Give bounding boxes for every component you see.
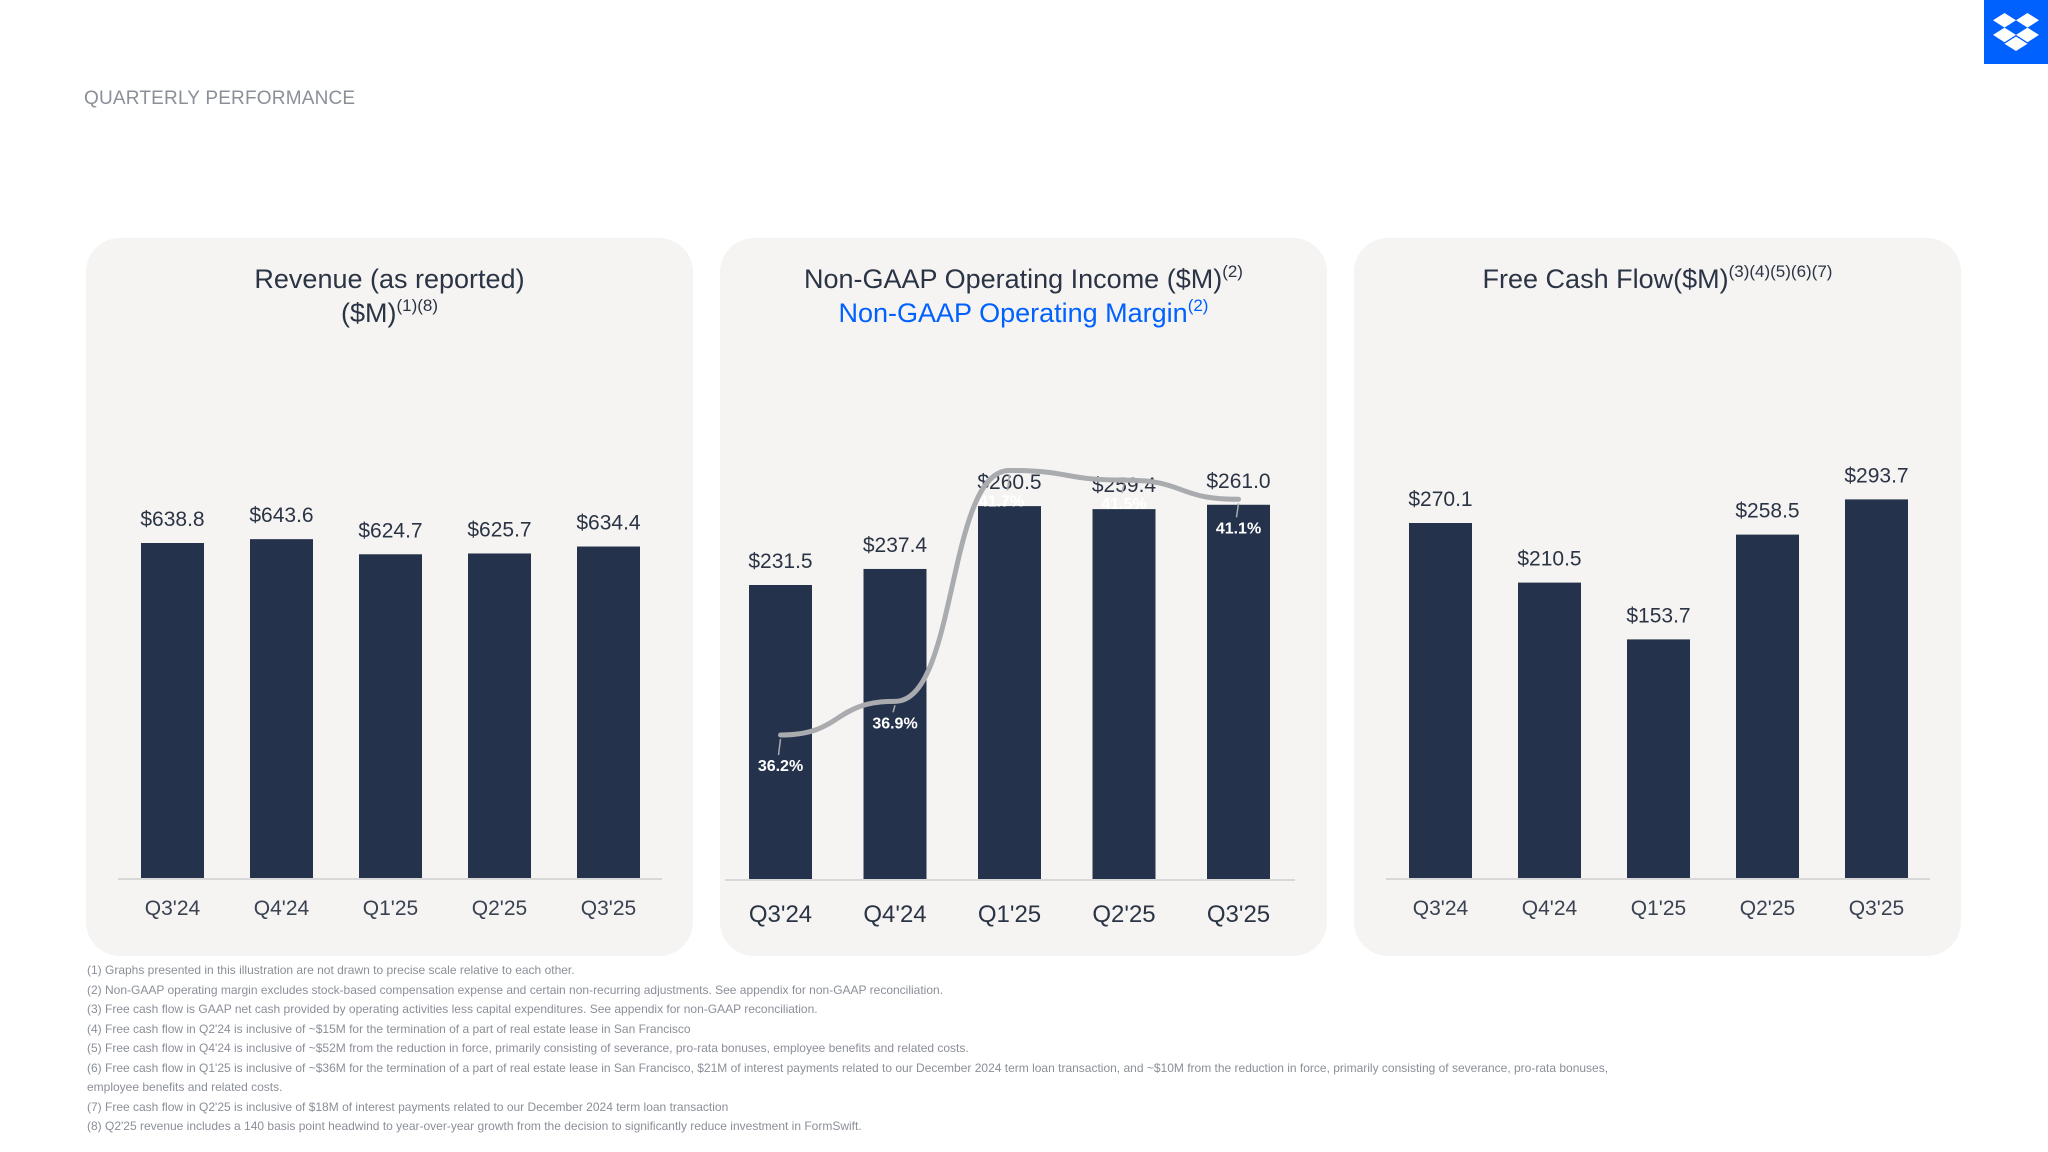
x-tick-label: Q4'24: [254, 897, 310, 920]
bar-value-label: $153.7: [1626, 604, 1690, 627]
bar: [1092, 509, 1156, 879]
dropbox-icon: [1993, 13, 2039, 51]
dropbox-logo: [1984, 0, 2048, 64]
operating-title-line1: Non-GAAP Operating Income ($M): [804, 264, 1223, 294]
margin-line: [778, 467, 1241, 738]
revenue-chart: $638.8 Q3'24 $643.6 Q4'24 $624.7 Q1'25 $625.7 Q…: [118, 504, 662, 920]
fcf-title-footnote: (3)(4)(5)(6)(7): [1728, 262, 1833, 281]
bar-value-label: $231.5: [748, 550, 812, 573]
revenue-chart-title: Revenue (as reported) ($M)(1)(8): [86, 262, 693, 330]
margin-leader-line: [892, 705, 896, 713]
x-tick-label: Q3'25: [1207, 901, 1270, 928]
margin-value-label: 41.5%: [1101, 496, 1146, 513]
margin-leader-line: [777, 738, 782, 756]
bar: [1409, 523, 1472, 878]
bar-value-label: $210.5: [1517, 548, 1581, 571]
x-tick-label: Q4'24: [1522, 897, 1578, 920]
bar-value-label: $237.4: [863, 534, 928, 557]
x-tick-label: Q1'25: [978, 901, 1041, 928]
x-tick-label: Q3'24: [145, 897, 201, 920]
bar-value-label: $634.4: [576, 512, 641, 535]
footnote: (6) Free cash flow in Q1'25 is inclusive…: [87, 1060, 1609, 1095]
bar: [1736, 534, 1799, 878]
bar: [1518, 582, 1581, 878]
bar-value-label: $625.7: [467, 518, 531, 541]
x-tick-label: Q2'25: [1740, 897, 1795, 920]
footnote: (7) Free cash flow in Q2'25 is inclusive…: [87, 1099, 729, 1114]
margin-value-label: 41.1%: [1216, 520, 1261, 537]
x-tick-label: Q4'24: [863, 901, 926, 928]
bar-value-label: $643.6: [249, 504, 313, 527]
footnote: (1) Graphs presented in this illustratio…: [87, 963, 575, 977]
bar-value-label: $624.7: [358, 519, 422, 542]
operating-income-chart: $231.5Q3'24$237.4Q4'24$260.5Q1'25$259.4Q…: [725, 467, 1295, 928]
bar-value-label: $638.8: [140, 508, 204, 531]
bar-value-label: $258.5: [1735, 500, 1799, 523]
bar-value-label: $261.0: [1206, 470, 1270, 493]
bar-value-label: $293.7: [1844, 464, 1908, 487]
revenue-title-footnote: (1)(8): [396, 296, 439, 315]
margin-value-label: 36.9%: [872, 715, 917, 732]
bar: [1207, 504, 1270, 879]
fcf-title-line1: Free Cash Flow($M): [1482, 264, 1729, 294]
operating-title-line2: Non-GAAP Operating Margin: [838, 298, 1188, 328]
operating-title-line1-footnote: (2): [1222, 262, 1243, 281]
revenue-title-line1: Revenue (as reported): [254, 264, 525, 294]
x-tick-label: Q2'25: [1092, 901, 1155, 928]
bar-value-label: $270.1: [1408, 488, 1472, 511]
operating-income-chart-title: Non-GAAP Operating Income ($M)(2) Non-GA…: [720, 262, 1327, 330]
fcf-chart-title: Free Cash Flow($M)(3)(4)(5)(6)(7): [1354, 262, 1961, 296]
x-tick-label: Q1'25: [1631, 897, 1686, 920]
footnotes: (1) Graphs presented in this illustratio…: [87, 961, 1627, 1137]
bar: [577, 546, 640, 878]
bar: [250, 539, 313, 878]
revenue-title-line2: ($M): [340, 298, 397, 328]
bar: [1627, 639, 1690, 878]
page-title: QUARTERLY PERFORMANCE: [84, 88, 356, 109]
margin-value-label: 41.7%: [979, 493, 1024, 510]
footnote: (3) Free cash flow is GAAP net cash prov…: [87, 1002, 818, 1016]
bar: [359, 554, 422, 878]
bar: [141, 543, 204, 878]
operating-title-line2-footnote: (2): [1187, 296, 1209, 315]
footnote: (8) Q2'25 revenue includes a 140 basis p…: [87, 1119, 862, 1133]
free-cash-flow-panel: Free Cash Flow($M)(3)(4)(5)(6)(7) $270.1…: [1354, 238, 1961, 956]
x-tick-label: Q3'25: [1849, 897, 1904, 920]
margin-leader-line: [1121, 483, 1125, 494]
x-tick-label: Q3'24: [1413, 897, 1469, 920]
x-tick-label: Q3'24: [749, 901, 812, 928]
margin-leader-line: [1235, 503, 1240, 518]
bar: [978, 506, 1041, 879]
x-tick-label: Q2'25: [472, 897, 527, 920]
x-tick-label: Q3'25: [581, 897, 636, 920]
footnote: (2) Non-GAAP operating margin excludes s…: [87, 982, 944, 997]
bar: [1845, 499, 1908, 878]
x-tick-label: Q1'25: [363, 897, 418, 920]
free-cash-flow-chart: $270.1 Q3'24 $210.5 Q4'24 $153.7 Q1'25 $258.5 Q…: [1386, 464, 1930, 920]
margin-value-label: 36.2%: [758, 758, 803, 775]
footnote: (5) Free cash flow in Q4'24 is inclusive…: [87, 1041, 969, 1055]
operating-income-panel: Non-GAAP Operating Income ($M)(2) Non-GA…: [720, 238, 1327, 956]
footnote: (4) Free cash flow in Q2'24 is inclusive…: [87, 1021, 691, 1036]
revenue-panel: Revenue (as reported) ($M)(1)(8) $638.8 Q…: [86, 238, 693, 956]
margin-leader-line: [1006, 474, 1011, 491]
bar: [468, 553, 531, 878]
bar: [863, 568, 927, 879]
